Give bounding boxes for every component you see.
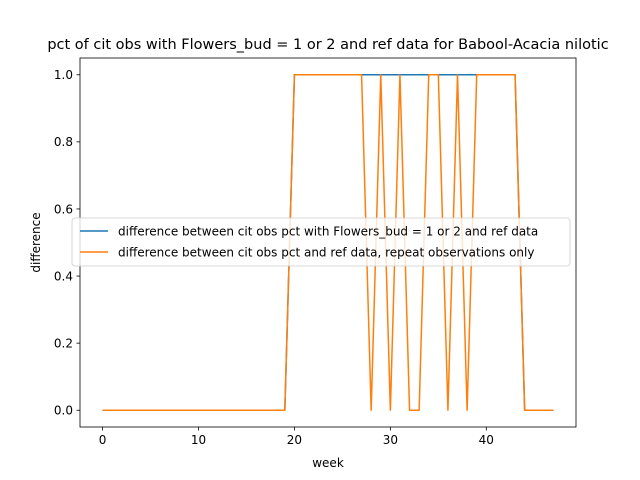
- x-axis-label: week: [312, 456, 344, 470]
- x-tick-label: 40: [479, 433, 494, 447]
- legend-box: [71, 217, 571, 267]
- y-tick-label: 0.2: [54, 336, 73, 350]
- x-tick-label: 30: [383, 433, 398, 447]
- y-tick-label: 0.0: [54, 404, 73, 418]
- y-tick-label: 0.6: [54, 202, 73, 216]
- chart-title: pct of cit obs with Flowers_bud = 1 or 2…: [47, 37, 608, 53]
- x-tick-label: 10: [191, 433, 206, 447]
- series-line-2: [102, 74, 554, 411]
- legend: difference between cit obs pct with Flow…: [71, 217, 571, 267]
- x-tick-label: 0: [99, 433, 107, 447]
- y-tick-label: 0.8: [54, 135, 73, 149]
- y-axis-label: difference: [29, 212, 43, 272]
- y-tick-label: 1.0: [54, 68, 73, 82]
- y-axis-ticks: 0.0 0.2 0.4 0.6 0.8 1.0: [54, 68, 80, 418]
- legend-label-1: difference between cit obs pct with Flow…: [118, 224, 538, 238]
- y-tick-label: 0.4: [54, 269, 73, 283]
- legend-label-2: difference between cit obs pct and ref d…: [118, 245, 534, 259]
- x-tick-label: 20: [287, 433, 302, 447]
- series-lines: [102, 74, 554, 411]
- x-axis-ticks: 0 10 20 30 40: [99, 427, 494, 447]
